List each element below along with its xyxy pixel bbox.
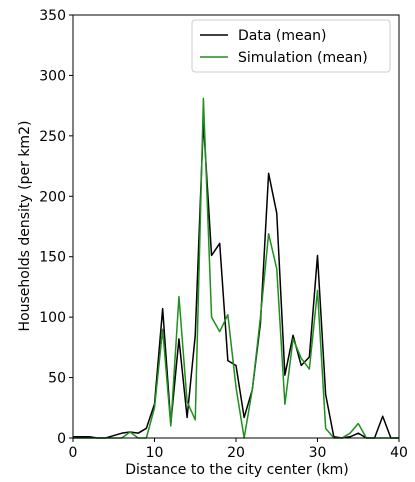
legend-entry-label: Simulation (mean): [238, 50, 368, 66]
y-tick-label: 200: [39, 189, 66, 205]
y-axis-label: Households density (per km2): [17, 121, 33, 332]
x-tick-label: 20: [227, 445, 245, 461]
y-tick-label: 50: [48, 371, 66, 387]
plot-frame: [72, 14, 400, 439]
y-tick-label: 0: [57, 431, 66, 447]
y-tick-label: 250: [39, 129, 66, 145]
x-tick-label: 40: [390, 445, 408, 461]
series-line-simulation-mean: [73, 97, 399, 439]
legend: Data (mean) Simulation (mean): [191, 19, 391, 73]
legend-box: [191, 19, 391, 73]
legend-entry-label: Data (mean): [238, 28, 327, 44]
x-axis-label: Distance to the city center (km): [125, 462, 349, 478]
plot-area: [72, 14, 400, 439]
x-tick-label: 10: [146, 445, 164, 461]
y-tick-label: 150: [39, 250, 66, 266]
x-tick-label: 0: [69, 445, 78, 461]
y-tick-label: 100: [39, 310, 66, 326]
y-tick-label: 300: [39, 68, 66, 84]
y-axis: 0 50 100 150 200 250 300 350: [39, 8, 73, 447]
x-axis: 0 10 20 30 40: [69, 438, 408, 461]
y-tick-label: 350: [39, 8, 66, 24]
x-tick-label: 30: [309, 445, 327, 461]
